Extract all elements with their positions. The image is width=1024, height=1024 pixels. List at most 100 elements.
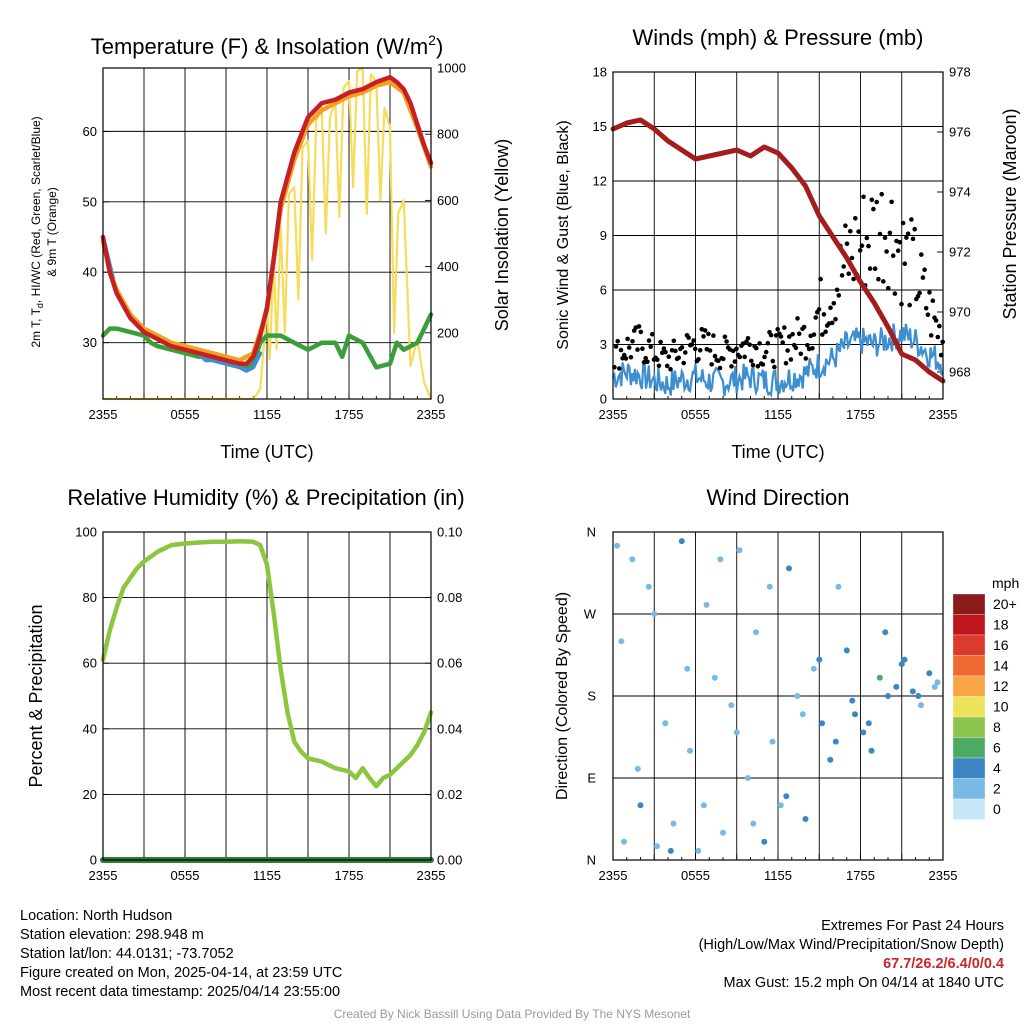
figure-created: Figure created on Mon, 2025-04-14, at 23…	[20, 965, 343, 981]
humidity-xtick-label: 2355	[89, 868, 118, 883]
temperature-xtick-label: 2355	[417, 407, 446, 422]
gust-point	[655, 357, 660, 363]
precip-ytick-label: 0.06	[437, 656, 462, 671]
direction-ytick-label: N	[587, 525, 596, 540]
wind-direction-point	[909, 688, 916, 695]
gust-point	[917, 290, 922, 296]
gust-point	[729, 364, 734, 369]
wind-direction-point	[750, 820, 757, 827]
wind-direction-point	[766, 583, 773, 590]
gust-point	[818, 276, 823, 282]
gust-point	[902, 261, 908, 267]
insolation-y-axis-label: Solar Insolation (Yellow)	[492, 139, 512, 331]
wind-direction-point	[849, 697, 856, 704]
wind-direction-point	[868, 747, 875, 754]
wind-direction-point	[670, 820, 677, 827]
extremes-title: Extremes For Past 24 Hours	[821, 918, 1004, 934]
colorbar-swatch	[952, 778, 986, 800]
humidity-ytick-label: 60	[83, 656, 97, 671]
gust-point	[645, 359, 650, 365]
gust-point	[656, 363, 662, 369]
colorbar-swatch	[952, 593, 986, 615]
insolation-ytick-label: 200	[437, 325, 459, 340]
pressure-ytick-label: 970	[949, 305, 971, 320]
gust-point	[874, 199, 879, 205]
gust-point	[899, 301, 904, 307]
wind-direction-point	[893, 683, 900, 690]
gust-point	[887, 230, 893, 236]
wind-direction-point	[637, 802, 644, 809]
gust-point	[750, 362, 756, 368]
colorbar-label: 16	[993, 637, 1009, 653]
gust-point	[744, 339, 749, 345]
wind-ytick-label: 18	[593, 65, 607, 80]
gust-point	[615, 338, 620, 344]
gust-point	[813, 315, 818, 320]
gust-point	[646, 338, 652, 343]
temperature-y-axis-label-line2: & 9m T (Orange)	[45, 187, 59, 277]
wind-direction-point	[651, 611, 658, 617]
gust-point	[737, 354, 743, 360]
gust-point	[795, 316, 800, 321]
gust-point	[904, 235, 909, 240]
gust-point	[864, 235, 870, 241]
humidity-xtick-label: 0555	[171, 868, 200, 883]
wind-direction-point	[876, 674, 883, 681]
gust-point	[839, 273, 845, 278]
gust-point	[778, 334, 784, 339]
gust-point	[676, 355, 681, 361]
gust-point	[841, 264, 846, 269]
wind-direction-point	[678, 538, 685, 545]
gust-point	[889, 199, 894, 205]
gust-point	[890, 253, 896, 258]
gust-point	[716, 358, 721, 364]
gust-point	[765, 340, 771, 346]
pressure-y-axis-label: Station Pressure (Maroon)	[1000, 108, 1020, 319]
gust-point	[717, 365, 723, 371]
wind-speed-colorbar: mph 20+ 18 16 14 12 10 8 6 4 2 0	[952, 575, 1019, 820]
gust-point	[772, 364, 777, 370]
gust-point	[930, 298, 936, 304]
gust-point	[897, 239, 903, 245]
gust-point	[793, 345, 799, 351]
gust-point	[757, 341, 762, 346]
winds-xtick-label: 1155	[764, 407, 792, 422]
temperature-x-axis-label: Time (UTC)	[220, 442, 313, 462]
sonic-wind-line	[612, 323, 943, 398]
wind-direction-point	[885, 693, 891, 699]
wind-direction-point	[614, 542, 621, 549]
gust-point	[834, 287, 840, 293]
gust-point	[630, 339, 635, 344]
gust-point	[787, 334, 792, 339]
gust-point	[696, 357, 701, 362]
gust-point	[803, 356, 809, 361]
temperature-ytick-label: 60	[83, 124, 97, 139]
humidity-precip-panel: Relative Humidity (%) & Precipitation (i…	[26, 485, 465, 883]
direction-ytick-label: S	[587, 689, 596, 704]
gust-point	[828, 305, 833, 311]
precip-ytick-label: 0.00	[437, 853, 462, 868]
gust-point	[788, 357, 794, 362]
gust-point	[905, 231, 911, 236]
gust-point	[927, 290, 932, 295]
temperature-xtick-label: 1755	[335, 407, 364, 422]
wind-ytick-label: 6	[600, 283, 607, 298]
wind-direction-point	[733, 729, 740, 736]
wind-direction-point	[915, 693, 922, 699]
gust-point	[857, 248, 863, 253]
gust-point	[745, 336, 751, 341]
gust-point	[871, 206, 876, 212]
wind-direction-panel: Wind Direction Direction (Colored By Spe…	[554, 485, 957, 883]
gust-point	[849, 255, 855, 261]
gust-point	[846, 271, 851, 277]
gust-point	[691, 338, 696, 343]
gust-point	[650, 331, 655, 337]
wind-ytick-label: 12	[593, 174, 607, 189]
gust-point	[760, 362, 766, 367]
wind-direction-point	[711, 674, 718, 681]
wind-direction-point	[667, 847, 674, 854]
gust-point	[811, 332, 817, 337]
gust-point	[851, 276, 856, 282]
insolation-ytick-label: 800	[437, 127, 459, 142]
credit-line: Created By Nick Bassill Using Data Provi…	[333, 1007, 691, 1021]
